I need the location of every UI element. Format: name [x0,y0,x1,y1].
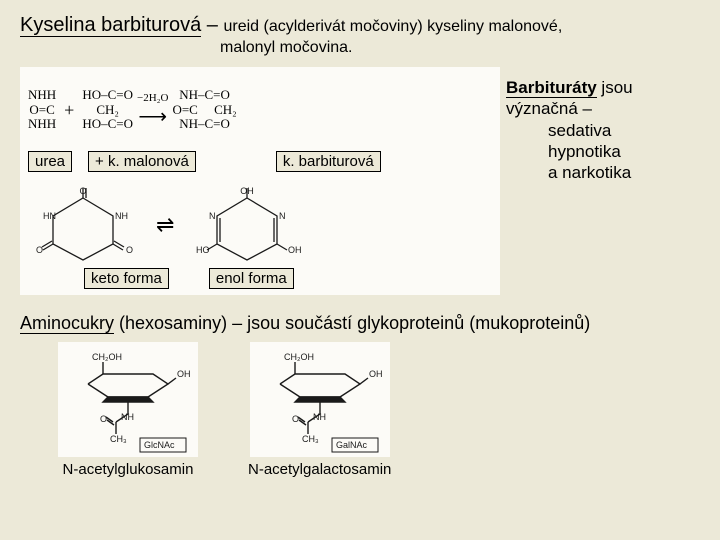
malon-bot: HO–C=O [82,117,133,132]
svg-text:CH₃: CH₃ [302,434,319,444]
svg-text:OH: OH [177,369,191,379]
aminosugars-row: CH₂OH OH NH O CH₃ GlcNAc N-acetylglukosa… [58,342,700,478]
reaction-section: NHH O=C NHH + HO–C=O CH₂ HO–C=O −2H₂O ⟶ … [20,67,700,295]
note-line5: a narkotika [548,162,633,183]
svg-text:N: N [279,211,286,221]
barb-mid: O=C CH₂ [172,103,236,118]
tautomer-labels: keto forma enol forma [84,268,492,289]
title-main: Kyselina barbiturová [20,14,201,37]
note-line1: Barbituráty jsou [506,77,633,98]
svg-text:O: O [79,186,86,196]
note-l1a: Barbituráty [506,78,597,98]
aminosugars-rest: (hexosaminy) – jsou součástí glykoprotei… [114,313,590,333]
label-keto: keto forma [84,268,169,289]
galnac-structure: CH₂OH OH NH O CH₃ GalNAc [250,342,390,457]
glcnac-col: CH₂OH OH NH O CH₃ GlcNAc N-acetylglukosa… [58,342,198,478]
galnac-col: CH₂OH OH NH O CH₃ GalNAc N-acetylgalacto… [248,342,391,478]
glcnac-box-label: GlcNAc [144,440,175,450]
plus-sign: + [64,100,74,121]
tautomer-row: O HN NH O O ⇌ OH [28,186,492,264]
svg-text:NH: NH [115,211,128,221]
aminosugars-title: Aminocukry (hexosaminy) – jsou součástí … [20,313,700,334]
page-title: Kyselina barbiturová – ureid (acylderivá… [20,14,700,37]
svg-text:NH: NH [313,412,326,422]
label-barbiturova: k. barbiturová [276,151,381,172]
reaction-arrow: −2H₂O ⟶ [137,92,168,129]
svg-text:OH: OH [288,245,302,255]
note-line2: význačná – [506,98,633,119]
svg-text:CH₃: CH₃ [110,434,127,444]
reaction-labels: urea + k. malonová k. barbiturová [28,151,492,172]
malon-top: HO–C=O [82,88,133,103]
note-line3: sedativa [548,120,633,141]
svg-text:HN: HN [43,211,56,221]
urea-structure: NHH O=C NHH [28,88,56,133]
label-urea: urea [28,151,72,172]
aminosugars-hl: Aminocukry [20,313,114,334]
title-line2: malonyl močovina. [220,39,700,57]
svg-text:OH: OH [241,186,255,196]
barb-bot: NH–C=O [179,117,230,132]
malon-mid: CH₂ [96,103,119,118]
svg-text:O: O [292,414,299,424]
svg-text:OH: OH [369,369,383,379]
title-sub: ureid (acylderivát močoviny) kyseliny ma… [223,18,562,35]
equilibrium-arrow-icon: ⇌ [156,212,174,238]
reaction-panel: NHH O=C NHH + HO–C=O CH₂ HO–C=O −2H₂O ⟶ … [20,67,500,295]
urea-mid: O=C [29,103,54,118]
svg-text:N: N [209,211,216,221]
label-enol: enol forma [209,268,294,289]
arrow-icon: ⟶ [138,104,167,129]
urea-bot: NHH [28,117,56,132]
note-l1b: jsou [597,78,633,97]
arrow-note: −2H₂O [137,92,168,104]
barbituric-structure: NH–C=O O=C CH₂ NH–C=O [172,88,236,133]
svg-text:O: O [126,245,133,255]
label-malonova: + k. malonová [88,151,196,172]
title-dash: – [201,14,223,36]
glcnac-label: N-acetylglukosamin [63,461,194,478]
svg-text:CH₂OH: CH₂OH [92,352,122,362]
malonic-structure: HO–C=O CH₂ HO–C=O [82,88,133,133]
barb-top: NH–C=O [179,88,230,103]
svg-text:NH: NH [121,412,134,422]
svg-text:HO: HO [196,245,210,255]
keto-form-structure: O HN NH O O [28,186,138,264]
note-line4: hypnotika [548,141,633,162]
galnac-label: N-acetylgalactosamin [248,461,391,478]
svg-text:O: O [36,245,43,255]
galnac-box-label: GalNAc [336,440,368,450]
urea-top: NHH [28,88,56,103]
barbiturates-note: Barbituráty jsou význačná – sedativa hyp… [506,67,633,183]
svg-text:O: O [100,414,107,424]
enol-form-structure: OH N N OH HO [192,186,302,264]
reaction-equation: NHH O=C NHH + HO–C=O CH₂ HO–C=O −2H₂O ⟶ … [28,73,492,147]
glcnac-structure: CH₂OH OH NH O CH₃ GlcNAc [58,342,198,457]
svg-text:CH₂OH: CH₂OH [284,352,314,362]
